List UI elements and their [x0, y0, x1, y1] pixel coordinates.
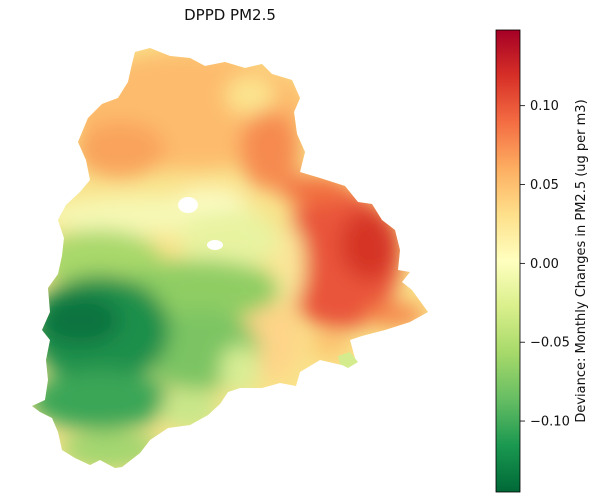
map-hole	[178, 197, 198, 213]
colorbar-tick-label: −0.05	[530, 336, 570, 351]
map-island	[338, 352, 358, 368]
colorbar-ticks: 0.10 0.05 0.00 −0.05 −0.10	[520, 99, 570, 430]
map-color-regions	[32, 50, 425, 468]
colorbar-tick-label: 0.00	[530, 257, 559, 272]
colorbar-label: Deviance: Monthly Changes in PM2.5 (ug p…	[574, 99, 589, 422]
colorbar-gradient	[495, 29, 521, 493]
colorbar-tick-label: 0.05	[530, 178, 559, 193]
colorbar-tick-label: −0.10	[530, 415, 570, 430]
colorbar: 0.10 0.05 0.00 −0.05 −0.10 Deviance: Monthly…	[495, 29, 589, 493]
map-title: DPPD PM2.5	[184, 6, 276, 24]
choropleth-map	[32, 48, 428, 468]
map-hole	[207, 240, 223, 250]
colorbar-tick-label: 0.10	[530, 99, 559, 114]
